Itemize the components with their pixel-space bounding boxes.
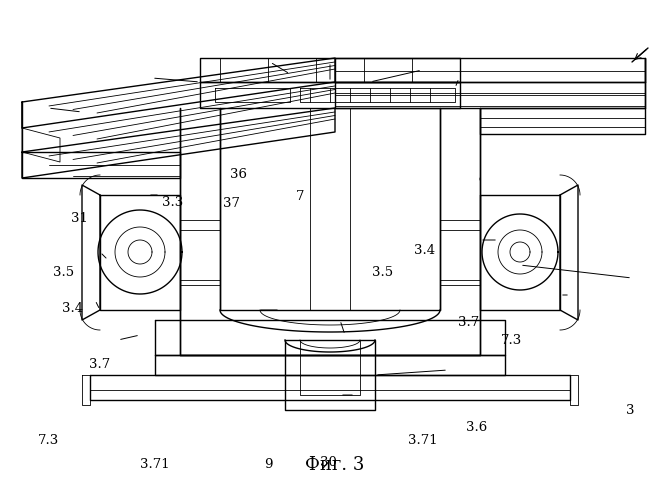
Text: Фиг. 3: Фиг. 3: [305, 456, 364, 474]
Text: 3.4: 3.4: [413, 244, 435, 256]
Text: 7: 7: [297, 190, 305, 202]
Text: 3: 3: [627, 404, 635, 416]
Text: 3.3: 3.3: [162, 196, 184, 209]
Text: 3.7: 3.7: [458, 316, 479, 329]
Text: 31: 31: [70, 212, 88, 226]
Text: 7.3: 7.3: [501, 334, 522, 347]
Text: 36: 36: [229, 168, 247, 180]
Text: 37: 37: [223, 198, 240, 210]
Text: 3.4: 3.4: [62, 302, 83, 316]
Text: 7.3: 7.3: [38, 434, 59, 446]
Text: 9: 9: [264, 458, 272, 471]
Text: 3.7: 3.7: [89, 358, 110, 370]
Text: 3.71: 3.71: [408, 434, 437, 448]
Text: 30: 30: [320, 456, 338, 469]
Text: 3.6: 3.6: [466, 421, 487, 434]
Text: 3.5: 3.5: [372, 266, 393, 279]
Text: 3.5: 3.5: [53, 266, 74, 279]
Text: 3.71: 3.71: [140, 458, 169, 471]
